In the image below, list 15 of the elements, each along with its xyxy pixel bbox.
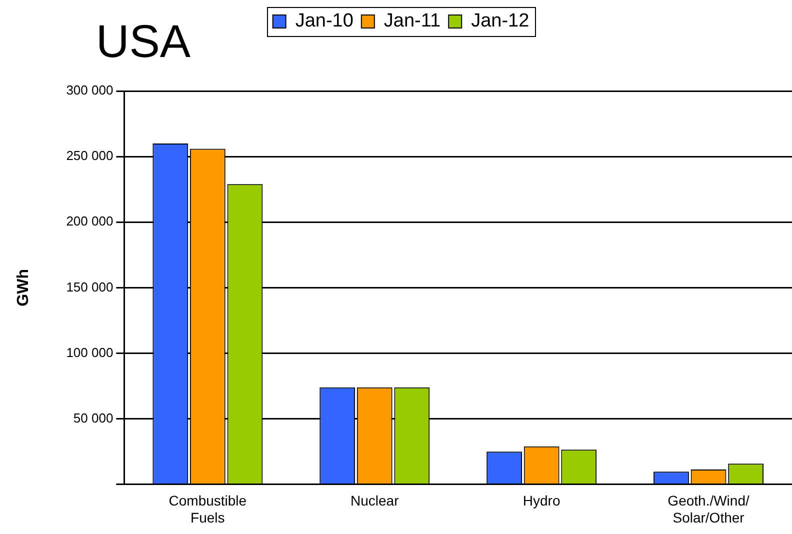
chart-title: USA [96,14,191,68]
x-tick-label: Combustible Fuels [168,492,247,526]
x-tick-label: Geoth./Wind/ Solar/Other [668,492,750,526]
y-axis-title: GWh [15,269,32,306]
legend-label: Jan-12 [471,10,530,32]
y-tick-label: 50 000 [73,410,114,426]
y-tick-label: 300 000 [66,82,114,98]
y-tick-label: 100 000 [66,344,114,360]
legend-label: Jan-10 [295,10,354,32]
y-tick-label: 250 000 [66,148,114,164]
x-tick-label: Hydro [522,492,560,509]
legend-label: Jan-11 [384,10,441,32]
x-tick-label: Nuclear [350,492,400,509]
y-tick-label: 150 000 [66,279,114,294]
y-tick-label: 200 000 [66,214,114,229]
